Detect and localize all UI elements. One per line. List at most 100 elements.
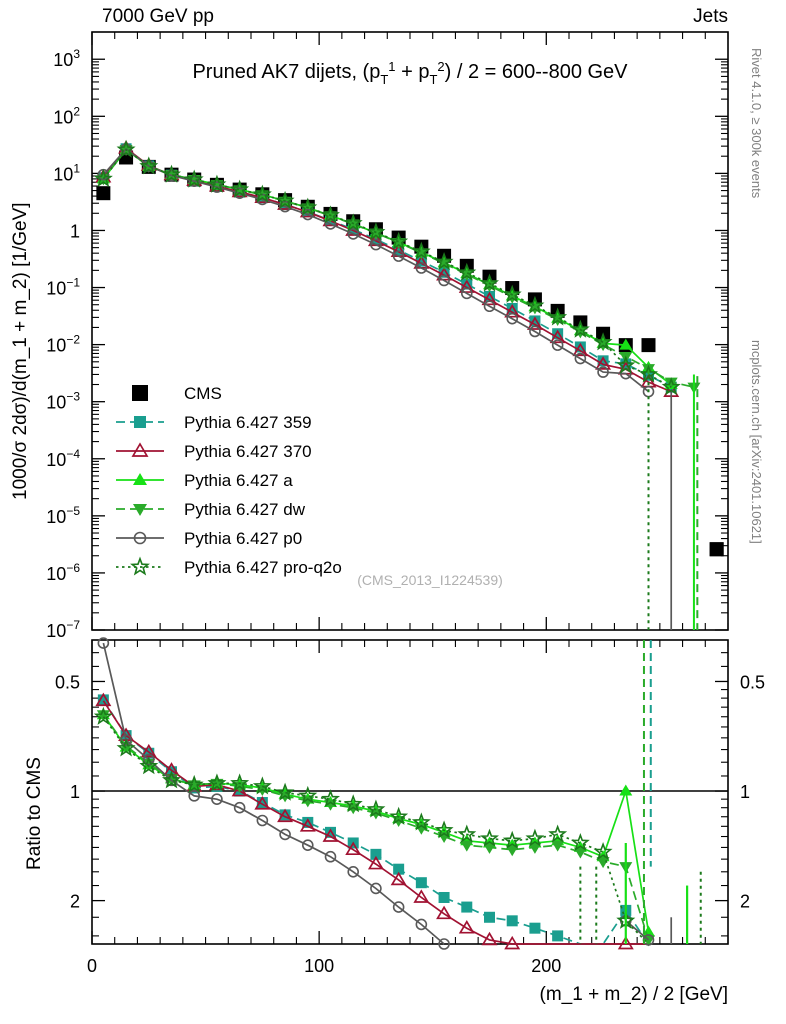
ratio-y-tick-label-right: 2 — [740, 892, 750, 912]
data-marker — [548, 824, 568, 843]
data-marker — [95, 692, 112, 707]
data-marker — [132, 385, 148, 401]
ratio-data-series — [93, 637, 655, 950]
data-marker — [528, 842, 542, 854]
data-marker — [436, 905, 453, 920]
data-marker — [661, 377, 681, 396]
y-tick-label: 10−4 — [46, 447, 80, 470]
data-marker — [526, 316, 543, 330]
y-tick-exponent: −3 — [66, 390, 80, 404]
data-marker — [347, 228, 360, 240]
data-marker — [299, 818, 316, 832]
data-marker — [366, 222, 386, 241]
data-marker — [641, 338, 656, 353]
data-marker — [415, 877, 427, 889]
ratio-series-line — [102, 642, 650, 945]
data-marker — [366, 799, 386, 818]
data-marker — [619, 784, 633, 796]
header-right-category: Jets — [693, 6, 728, 27]
legend-label: Pythia 6.427 a — [184, 471, 293, 490]
ratio-x-axis: 0 100 200 — [87, 640, 729, 976]
legend-item-cms: CMS — [132, 384, 222, 403]
data-marker — [345, 841, 362, 856]
ratio-y-tick-label: 1 — [70, 782, 80, 802]
data-marker — [392, 250, 405, 262]
data-marker — [619, 338, 633, 350]
data-marker — [207, 174, 227, 193]
data-marker — [461, 901, 473, 913]
y-tick-exponent: 1 — [73, 161, 80, 175]
data-marker — [438, 266, 450, 278]
legend-label: CMS — [184, 384, 222, 403]
data-marker — [233, 801, 246, 814]
legend-label: Pythia 6.427 359 — [184, 413, 312, 432]
data-marker — [210, 778, 224, 790]
series-pythia-6-427-pro-q2o — [93, 139, 681, 396]
data-marker — [252, 184, 272, 203]
data-marker — [548, 307, 568, 326]
data-marker — [346, 219, 360, 231]
data-marker — [415, 255, 427, 267]
data-marker — [279, 809, 291, 821]
data-marker — [460, 840, 474, 852]
data-marker — [321, 789, 340, 808]
data-marker — [392, 901, 405, 913]
ratio-series-pythia-6-427-p0 — [97, 637, 655, 950]
y-tick-exponent: −5 — [66, 504, 80, 518]
data-marker — [116, 738, 136, 757]
legend-item-pythia-6-427-359: Pythia 6.427 359 — [116, 413, 312, 432]
legend-label: Pythia 6.427 370 — [184, 442, 312, 461]
data-marker — [298, 197, 318, 216]
data-marker — [96, 186, 111, 201]
data-marker — [254, 796, 271, 810]
legend-label: Pythia 6.427 pro-q2o — [184, 558, 342, 577]
data-marker — [415, 918, 428, 931]
data-marker — [393, 863, 405, 875]
data-marker — [481, 931, 498, 946]
data-marker — [343, 213, 363, 232]
y-tick-label: 103 — [53, 47, 80, 70]
data-marker — [411, 812, 431, 831]
cms-tail-point — [709, 542, 724, 557]
data-marker — [506, 312, 519, 325]
data-marker — [279, 828, 291, 841]
data-marker — [184, 774, 204, 793]
data-marker — [133, 531, 147, 545]
data-marker — [322, 828, 339, 842]
series-line — [102, 147, 650, 393]
data-marker — [256, 814, 269, 827]
data-marker — [139, 156, 159, 175]
data-marker — [551, 339, 564, 351]
data-marker — [393, 244, 405, 256]
data-marker — [233, 185, 247, 197]
ratio-series-pythia-6-427-a — [96, 708, 655, 937]
data-marker — [529, 315, 541, 327]
legend-item-pythia-6-427-pro-q2o: Pythia 6.427 pro-q2o — [116, 556, 342, 577]
data-marker — [275, 782, 295, 801]
series-pythia-6-427-370 — [95, 140, 680, 397]
ratio-series-pythia-6-427-dw — [96, 710, 655, 947]
data-marker — [595, 356, 612, 370]
ratio-y-axis: 2 2 1 1 0.5 0.5 — [55, 652, 765, 937]
data-marker — [392, 238, 406, 250]
data-marker — [347, 865, 360, 878]
data-marker — [506, 302, 518, 314]
analysis-id-watermark: (CMS_2013_I1224539) — [357, 572, 503, 588]
ratio-y-axis-label: Ratio to CMS — [24, 757, 45, 870]
data-marker — [461, 278, 473, 290]
mcplots-source-label: mcplots.cern.ch [arXiv:2401.10621] — [749, 340, 764, 544]
ratio-tail-artifacts — [579, 640, 702, 944]
x-tick-label: 200 — [531, 956, 561, 976]
data-marker — [233, 187, 246, 199]
ratio-series-line — [102, 714, 650, 941]
data-marker — [143, 747, 155, 759]
header-left-collision: 7000 GeV pp — [102, 6, 214, 27]
x-axis-label: (m_1 + m_2) / 2 [GeV] — [540, 984, 729, 1005]
data-marker — [231, 782, 248, 797]
y-tick-exponent: −6 — [66, 561, 80, 575]
data-marker — [593, 842, 613, 861]
data-marker — [369, 228, 383, 240]
y-tick-exponent: −1 — [66, 276, 80, 290]
data-marker — [413, 889, 430, 903]
main-data-series — [93, 139, 724, 557]
